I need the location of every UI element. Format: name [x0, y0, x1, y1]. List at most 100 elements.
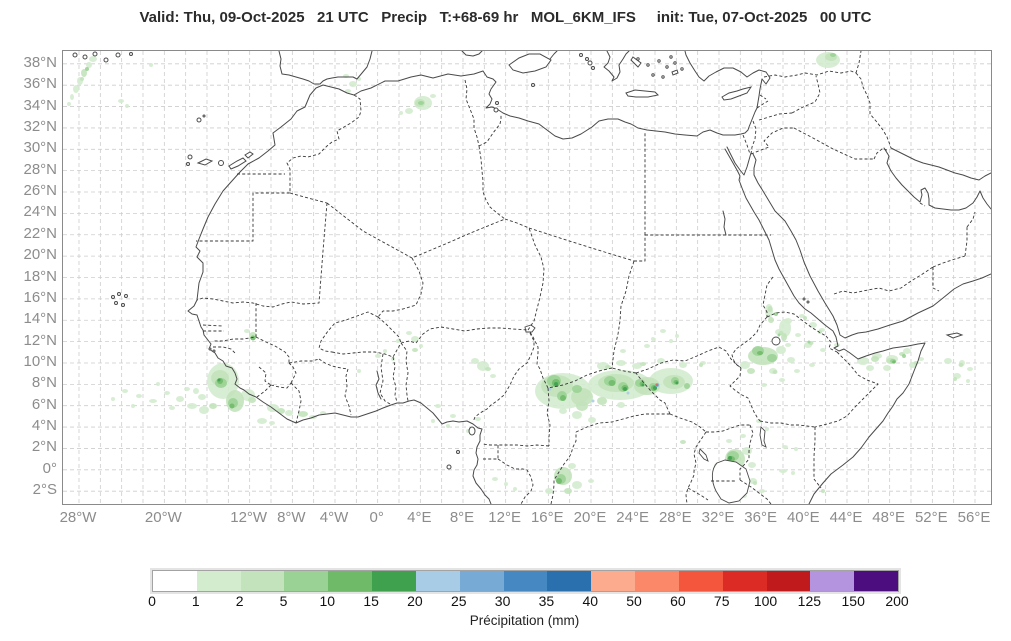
country-border [213, 346, 236, 354]
precip-cell [809, 322, 817, 328]
small-island [531, 83, 535, 87]
precip-cell [248, 397, 256, 403]
precip-cell [883, 365, 891, 371]
coast-sinai [726, 146, 752, 176]
islands-layer [72, 51, 964, 470]
small-island [665, 65, 669, 69]
precip-cell [418, 101, 424, 105]
colorbar-segment [459, 571, 504, 591]
country-border [813, 427, 822, 489]
colorbar-tick-label: 35 [538, 593, 555, 609]
colorbar-tick-label: 1 [191, 593, 200, 609]
precip-cell [504, 482, 508, 486]
precip-cell [375, 354, 381, 358]
colorbar-segment [810, 571, 855, 591]
coast-west-africa [187, 70, 492, 504]
country-border [196, 94, 362, 242]
small-island [456, 450, 460, 454]
precip-cell [419, 344, 423, 348]
country-border [400, 342, 409, 402]
precip-cell [728, 456, 732, 460]
small-island [117, 292, 121, 296]
precip-cell [111, 397, 115, 401]
precip-cell [545, 488, 553, 494]
precip-cell [781, 333, 787, 341]
small-island [82, 54, 88, 60]
precip-cell [651, 337, 655, 341]
small-island [92, 51, 98, 57]
colorbar-tick-label: 60 [670, 593, 686, 609]
country-border [270, 382, 292, 389]
rhodes-island [671, 69, 679, 76]
precip-cell [772, 370, 778, 374]
small-island [186, 162, 190, 166]
small-island [673, 61, 677, 65]
country-border [932, 267, 940, 292]
small-island [802, 297, 806, 301]
precip-cell [657, 358, 665, 364]
lat-tick-label: 24°N [23, 203, 57, 221]
small-island [661, 75, 665, 79]
precip-cell [918, 357, 924, 361]
euboea-island [630, 56, 642, 68]
precip-cell [475, 417, 481, 421]
precip-cell [554, 382, 558, 386]
precip-cell [779, 378, 785, 382]
lon-tick-label: 12°W [230, 509, 268, 526]
small-island [591, 66, 595, 70]
small-island [636, 57, 640, 61]
colorbar-segment [415, 571, 460, 591]
precip-cell [277, 408, 285, 414]
lat-tick-label: 2°N [31, 438, 57, 456]
country-border [379, 353, 391, 405]
precip-cell [122, 389, 128, 393]
lon-tick-label: 28°E [658, 509, 692, 526]
lat-tick-label: 30°N [23, 139, 57, 157]
lon-tick-label: 24°E [616, 509, 649, 526]
precip-cell [412, 348, 418, 352]
precip-cell [176, 396, 184, 402]
country-border [635, 346, 742, 374]
colorbar-segment [196, 571, 241, 591]
small-island [187, 154, 193, 160]
precip-cell [136, 394, 142, 398]
precip-cell [435, 404, 441, 408]
coast-north-africa-levant [482, 70, 763, 140]
precip-cell [513, 487, 517, 491]
precip-cell [257, 418, 267, 424]
precip-cell [70, 94, 74, 100]
colorbar-segment [854, 571, 899, 591]
precip-cell [209, 403, 217, 409]
precip-cell [753, 481, 757, 485]
colorbar-tick-label: 50 [626, 593, 642, 609]
lat-tick-label: 34°N [23, 96, 57, 114]
precip-cell [626, 391, 630, 395]
precip-cell [726, 439, 732, 443]
country-border [472, 332, 535, 423]
precip-cell [446, 424, 450, 428]
colorbar-segment [766, 571, 811, 591]
precip-cell [660, 329, 666, 333]
country-border [400, 340, 417, 344]
precip-cell [244, 329, 250, 333]
precip-cell [620, 349, 626, 353]
precip-cell [679, 362, 687, 368]
precip-cell [588, 417, 596, 423]
country-border [318, 358, 349, 370]
small-island [806, 300, 810, 304]
country-border [288, 362, 297, 384]
socotra-island [945, 332, 964, 339]
colorbar-tick-label: 30 [494, 593, 511, 609]
lon-tick-label: 20°W [144, 509, 182, 526]
country-border [415, 326, 529, 344]
precip-cell [184, 387, 190, 391]
precip-cell [795, 333, 801, 337]
lake-turkana [759, 426, 767, 448]
precip-cell [669, 339, 673, 343]
precip-cell [857, 357, 869, 365]
precip-cell [740, 361, 750, 369]
precip-cell [576, 401, 588, 411]
precip-cell [588, 479, 594, 483]
precip-cell [742, 447, 752, 455]
country-border [611, 367, 637, 374]
